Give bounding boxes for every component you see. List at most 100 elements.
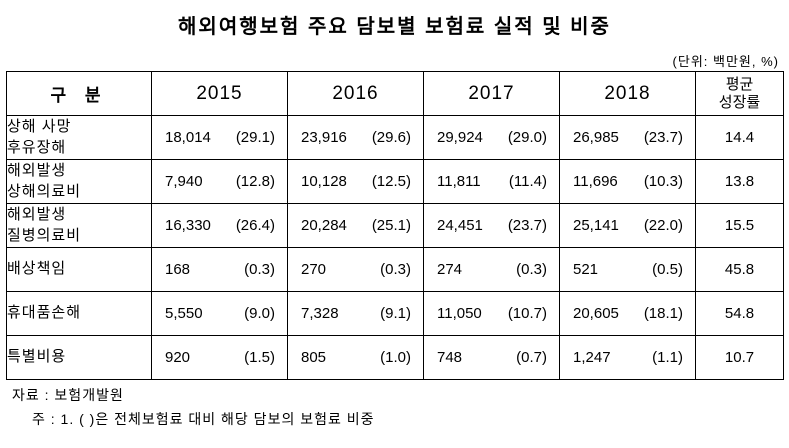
- premium-value: 270: [301, 261, 327, 278]
- table-row: 배상책임 168 (0.3) 270 (0.3) 274 (0.3) 521 (…: [6, 247, 784, 292]
- premium-value: 24,451: [437, 217, 483, 234]
- col-header-2017: 2017: [423, 71, 560, 116]
- table-row: 해외발생 상해의료비 7,940 (12.8) 10,128 (12.5) 11…: [6, 159, 784, 204]
- source-note: 자료 : 보험개발원: [12, 387, 124, 403]
- premium-value: 168: [165, 261, 191, 278]
- value-cell: 24,451 (23.7): [423, 203, 560, 248]
- growth-cell: 54.8: [695, 291, 784, 336]
- value-cell: 26,985 (23.7): [559, 115, 696, 160]
- value-cell: 7,328 (9.1): [287, 291, 424, 336]
- table-row: 상해 사망 후유장해 18,014 (29.1) 23,916 (29.6) 2…: [6, 115, 784, 160]
- table-row: 휴대품손해 5,550 (9.0) 7,328 (9.1) 11,050 (10…: [6, 291, 784, 336]
- value-cell: 25,141 (22.0): [559, 203, 696, 248]
- premium-value: 29,924: [437, 129, 483, 146]
- value-cell: 270 (0.3): [287, 247, 424, 292]
- premium-share: (9.0): [244, 305, 275, 322]
- growth-cell: 45.8: [695, 247, 784, 292]
- premium-share: (29.1): [235, 129, 275, 146]
- premium-value: 7,940: [165, 173, 203, 190]
- value-cell: 11,696 (10.3): [559, 159, 696, 204]
- premium-share: (1.5): [244, 349, 275, 366]
- premium-share: (9.1): [380, 305, 411, 322]
- premium-share: (0.5): [652, 261, 683, 278]
- value-cell: 20,284 (25.1): [287, 203, 424, 248]
- value-cell: 29,924 (29.0): [423, 115, 560, 160]
- table-row: 해외발생 질병의료비 16,330 (26.4) 20,284 (25.1) 2…: [6, 203, 784, 248]
- col-header-category: 구 분: [6, 71, 152, 116]
- premium-value: 20,284: [301, 217, 347, 234]
- premium-share: (12.5): [371, 173, 411, 190]
- premium-share: (10.3): [643, 173, 683, 190]
- premium-value: 20,605: [573, 305, 619, 322]
- share-note: 주 : 1. ( )은 전체보험료 대비 해당 담보의 보험료 비중: [32, 411, 375, 427]
- value-cell: 11,050 (10.7): [423, 291, 560, 336]
- premium-share: (10.7): [507, 305, 547, 322]
- premium-share: (0.3): [380, 261, 411, 278]
- row-label: 휴대품손해: [6, 291, 152, 336]
- premium-value: 10,128: [301, 173, 347, 190]
- premium-share: (0.3): [516, 261, 547, 278]
- premium-value: 748: [437, 349, 463, 366]
- premium-share: (23.7): [643, 129, 683, 146]
- value-cell: 168 (0.3): [151, 247, 288, 292]
- value-cell: 920 (1.5): [151, 335, 288, 380]
- footnotes: 자료 : 보험개발원 주 : 1. ( )은 전체보험료 대비 해당 담보의 보…: [6, 385, 783, 429]
- premium-share: (23.7): [507, 217, 547, 234]
- row-label: 특별비용: [6, 335, 152, 380]
- col-header-2016: 2016: [287, 71, 424, 116]
- page-title: 해외여행보험 주요 담보별 보험료 실적 및 비중: [178, 16, 611, 38]
- premium-share: (18.1): [643, 305, 683, 322]
- row-label: 해외발생 상해의료비: [6, 159, 152, 204]
- premium-share: (26.4): [235, 217, 275, 234]
- value-cell: 11,811 (11.4): [423, 159, 560, 204]
- value-cell: 5,550 (9.0): [151, 291, 288, 336]
- value-cell: 521 (0.5): [559, 247, 696, 292]
- growth-cell: 15.5: [695, 203, 784, 248]
- row-label: 배상책임: [6, 247, 152, 292]
- value-cell: 23,916 (29.6): [287, 115, 424, 160]
- premium-value: 18,014: [165, 129, 211, 146]
- value-cell: 7,940 (12.8): [151, 159, 288, 204]
- growth-cell: 14.4: [695, 115, 784, 160]
- growth-cell: 13.8: [695, 159, 784, 204]
- premium-value: 1,247: [573, 349, 611, 366]
- premium-value: 805: [301, 349, 327, 366]
- premium-value: 26,985: [573, 129, 619, 146]
- premium-value: 7,328: [301, 305, 339, 322]
- premium-value: 11,050: [437, 305, 482, 322]
- premium-share: (29.0): [507, 129, 547, 146]
- premium-value: 25,141: [573, 217, 619, 234]
- row-label: 상해 사망 후유장해: [6, 115, 152, 160]
- premium-value: 274: [437, 261, 463, 278]
- value-cell: 18,014 (29.1): [151, 115, 288, 160]
- premium-share: (0.7): [516, 349, 547, 366]
- col-header-avg-growth: 평균 성장률: [695, 71, 784, 116]
- premium-share: (12.8): [235, 173, 275, 190]
- premium-value: 521: [573, 261, 599, 278]
- premium-share: (1.0): [380, 349, 411, 366]
- row-label: 해외발생 질병의료비: [6, 203, 152, 248]
- premium-share: (0.3): [244, 261, 275, 278]
- header-row: 구 분 2015 2016 2017 2018 평균 성장률: [6, 71, 784, 116]
- value-cell: 10,128 (12.5): [287, 159, 424, 204]
- unit-note: (단위: 백만원, %): [672, 54, 779, 69]
- premium-share: (22.0): [643, 217, 683, 234]
- growth-cell: 10.7: [695, 335, 784, 380]
- premium-share: (1.1): [652, 349, 683, 366]
- premium-share: (25.1): [371, 217, 411, 234]
- table-row: 특별비용 920 (1.5) 805 (1.0) 748 (0.7) 1,247…: [6, 335, 784, 380]
- value-cell: 20,605 (18.1): [559, 291, 696, 336]
- col-header-2018: 2018: [559, 71, 696, 116]
- value-cell: 274 (0.3): [423, 247, 560, 292]
- premium-share: (11.4): [508, 173, 547, 190]
- premium-value: 11,811: [437, 173, 481, 190]
- value-cell: 16,330 (26.4): [151, 203, 288, 248]
- value-cell: 748 (0.7): [423, 335, 560, 380]
- value-cell: 805 (1.0): [287, 335, 424, 380]
- premium-value: 16,330: [165, 217, 211, 234]
- col-header-2015: 2015: [151, 71, 288, 116]
- premium-value: 11,696: [573, 173, 618, 190]
- premium-table: 구 분 2015 2016 2017 2018 평균 성장률 상해 사망 후유장…: [6, 71, 784, 380]
- premium-value: 920: [165, 349, 191, 366]
